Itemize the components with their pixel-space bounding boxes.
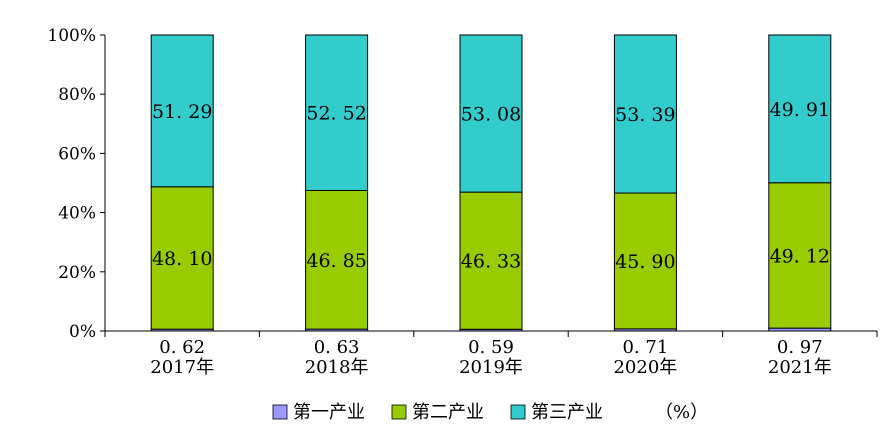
bars [150, 34, 832, 332]
y-tick-label: 60% [58, 144, 96, 164]
legend-swatch-first [272, 404, 288, 420]
data-labels: 48. 10 51. 29 46. 85 52. 52 46. 33 53. 08 45. … [152, 99, 830, 273]
data-label-second: 49. 12 [770, 245, 830, 267]
unit-label: （%） [655, 402, 708, 423]
x-category-label: 2017年 [150, 357, 214, 378]
data-label-third: 51. 29 [152, 101, 212, 123]
legend-label-third: 第三产业 [531, 402, 603, 423]
data-label-third: 53. 08 [461, 104, 521, 126]
y-tick-label: 0% [69, 322, 96, 342]
bar-segment-third [150, 34, 214, 188]
data-label-third: 52. 52 [306, 103, 366, 125]
legend-swatch-third [510, 404, 526, 420]
x-category-label: 2020年 [613, 357, 677, 378]
bar-segment-second [150, 186, 214, 330]
legend-swatch-second [391, 404, 407, 420]
data-label-first: 0. 97 [777, 337, 823, 358]
data-label-second: 48. 10 [152, 248, 212, 270]
y-tick-label: 20% [58, 263, 96, 283]
x-category-label: 2019年 [459, 357, 523, 378]
legend-label-first: 第一产业 [293, 402, 365, 423]
y-tick-label: 100% [47, 26, 96, 46]
data-label-second: 45. 90 [615, 251, 675, 273]
y-ticks: 0% 20% 40% 60% 80% 100% [47, 26, 105, 342]
bar-segment-third [613, 34, 677, 194]
y-tick-label: 80% [58, 85, 96, 105]
y-tick-label: 40% [58, 204, 96, 224]
data-label-second: 46. 33 [461, 251, 521, 273]
bar-segment-third [305, 34, 369, 191]
data-label-second: 46. 85 [306, 250, 366, 272]
data-label-first: 0. 62 [159, 337, 205, 358]
legend-label-second: 第二产业 [412, 402, 484, 423]
legend: 第一产业 第二产业 第三产业 （%） [272, 402, 708, 423]
data-label-third: 53. 39 [615, 104, 675, 126]
data-label-first: 0. 71 [622, 337, 668, 358]
x-category-label: 2021年 [768, 357, 832, 378]
bar-segment-second [305, 189, 369, 330]
x-category-label: 2018年 [305, 357, 369, 378]
data-label-first: 0. 59 [468, 337, 514, 358]
data-label-first: 0. 63 [314, 337, 360, 358]
bar-segment-third [459, 34, 523, 193]
axes [104, 35, 878, 337]
data-label-third: 49. 91 [770, 99, 830, 121]
bar-segment-third [768, 34, 832, 184]
